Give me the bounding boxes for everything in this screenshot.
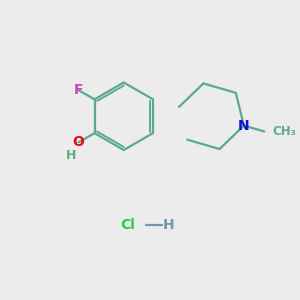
Text: F: F [74,83,83,97]
Text: CH₃: CH₃ [272,125,296,138]
Text: H: H [162,218,174,232]
Text: Cl: Cl [121,218,135,232]
Text: N: N [238,118,250,133]
Text: H: H [66,149,76,162]
Text: O: O [73,135,85,149]
